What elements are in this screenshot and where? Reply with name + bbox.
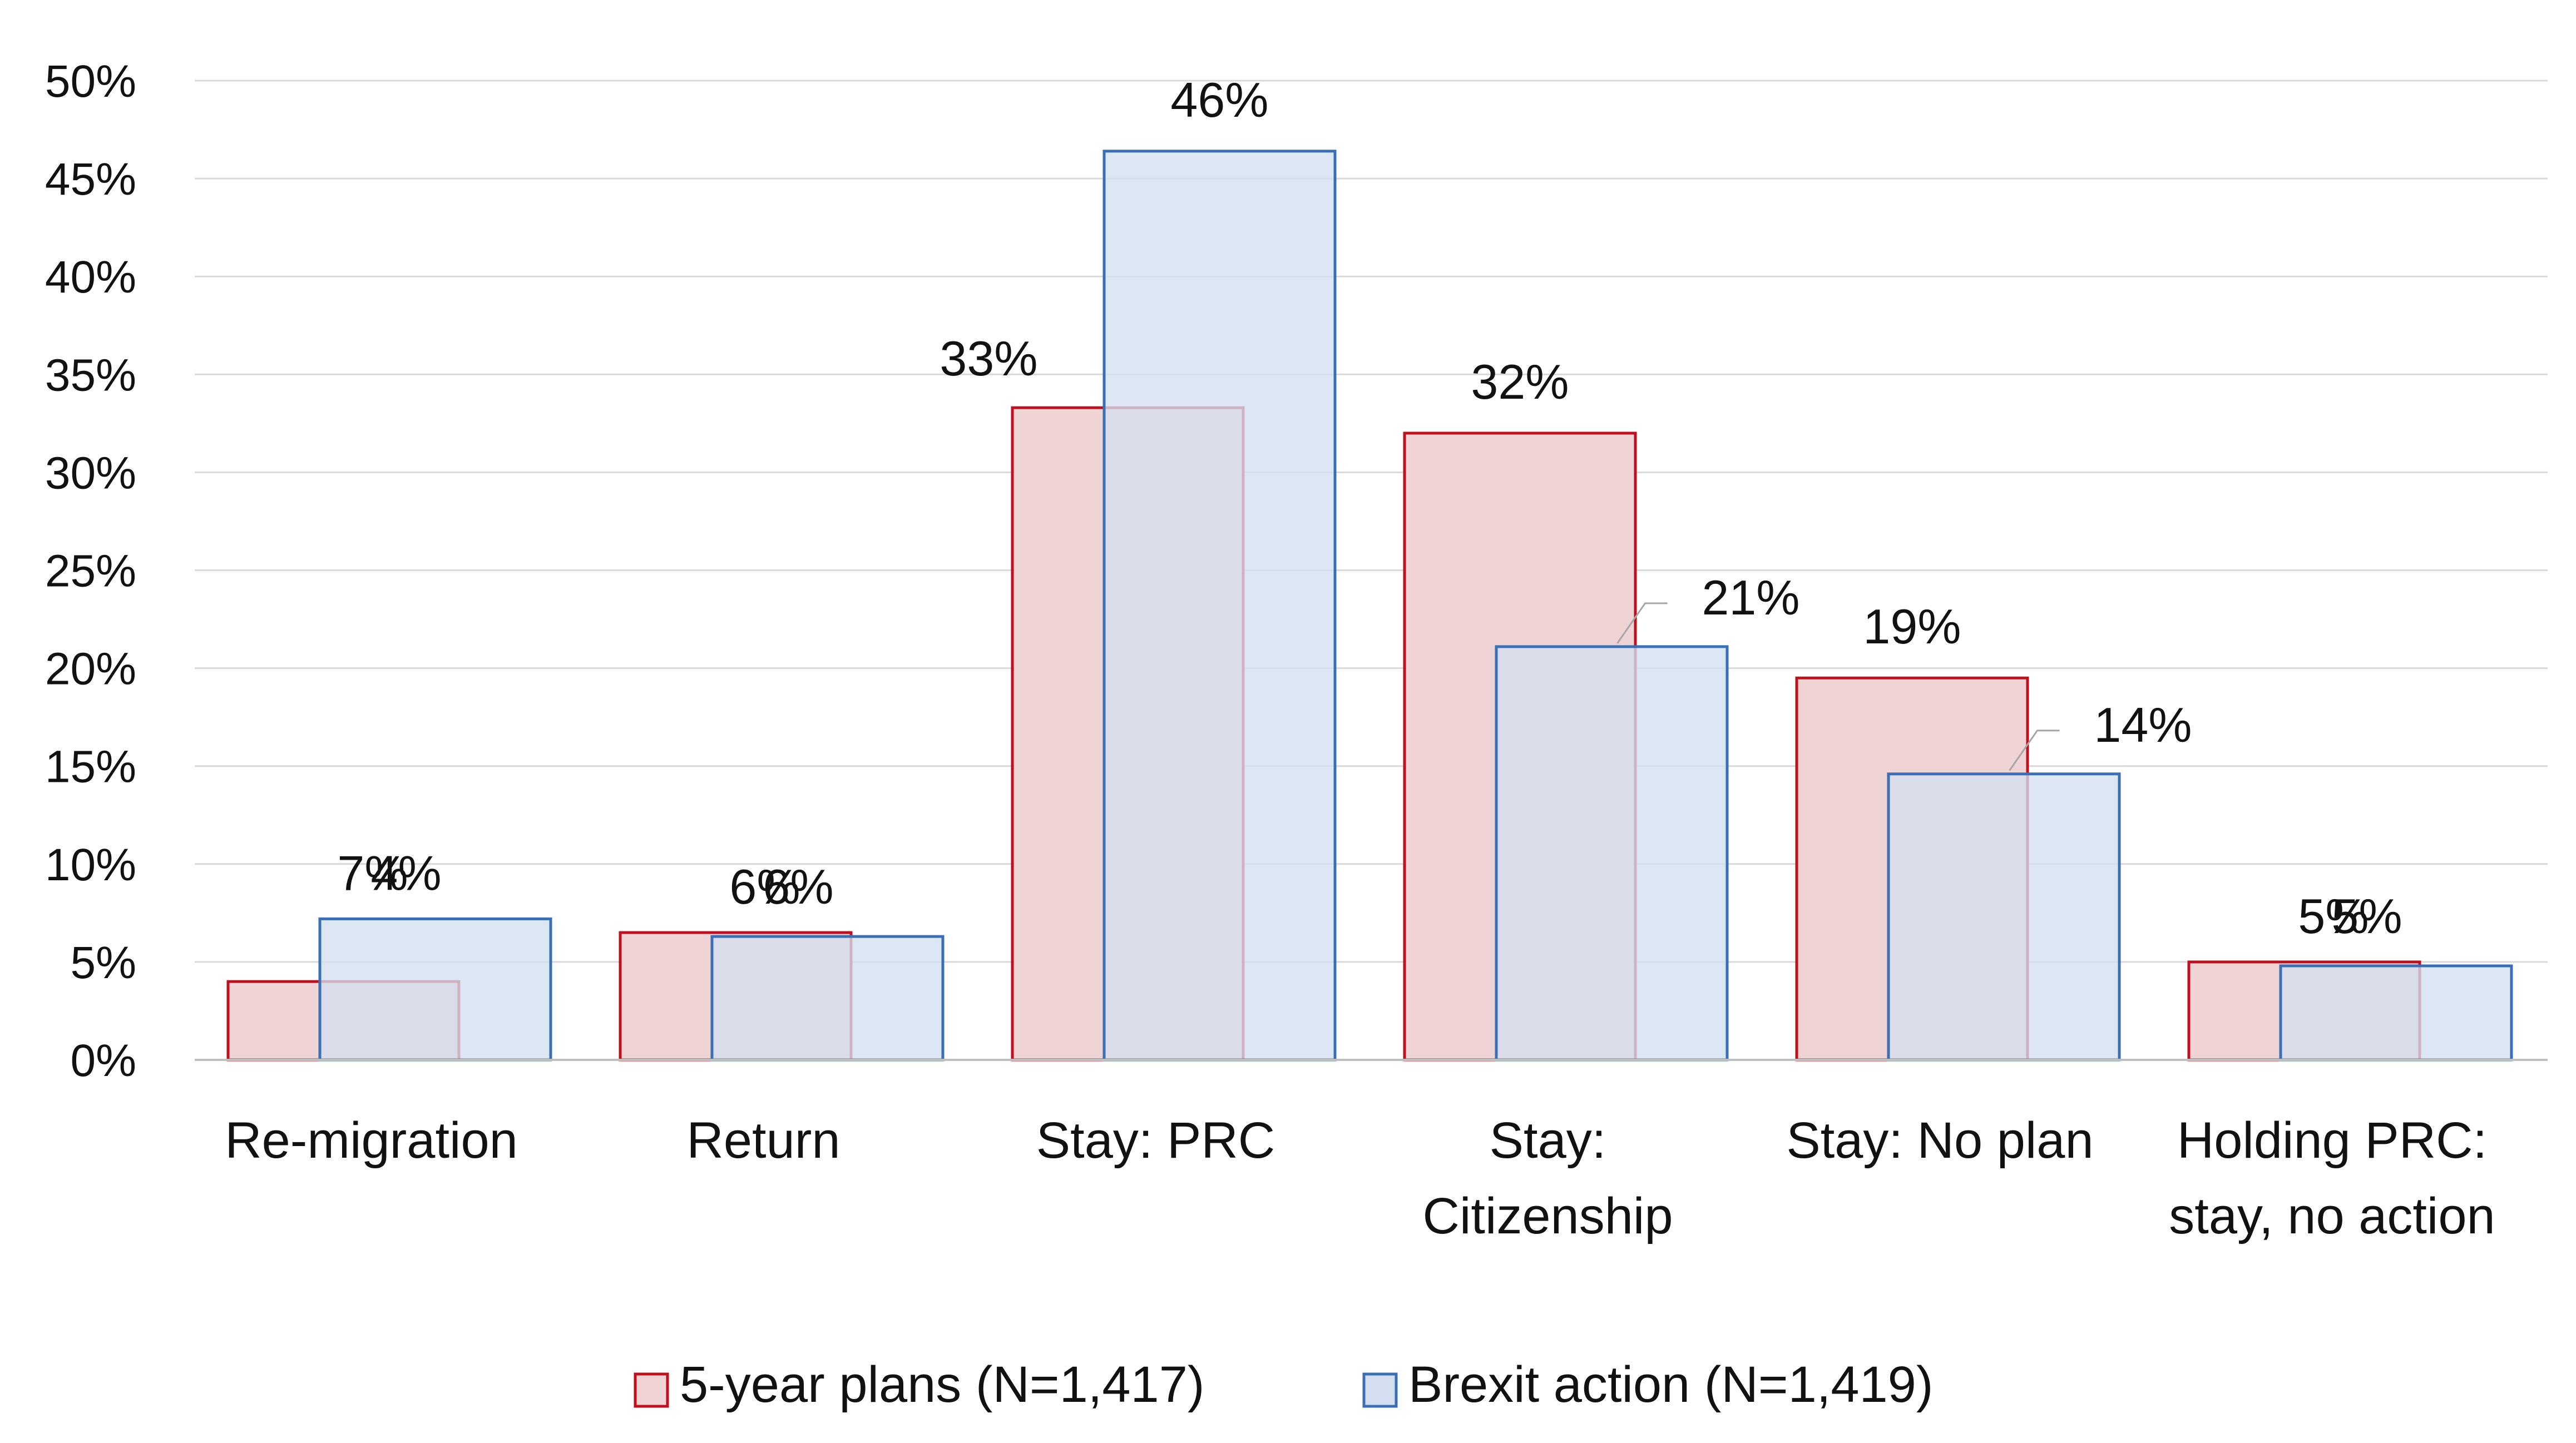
label-leader-line bbox=[2009, 730, 2060, 771]
y-tick-label: 10% bbox=[45, 840, 136, 890]
y-tick-label: 0% bbox=[70, 1035, 136, 1086]
legend-swatch bbox=[1362, 1372, 1398, 1408]
data-label: 6% bbox=[729, 859, 800, 914]
data-label: 5% bbox=[2331, 889, 2402, 944]
y-tick-label: 20% bbox=[45, 644, 136, 695]
data-label: 21% bbox=[1702, 570, 1799, 625]
bar-brexit-action bbox=[1102, 150, 1337, 1062]
y-tick-label: 5% bbox=[70, 938, 136, 988]
y-tick-label: 35% bbox=[45, 350, 136, 400]
bar-brexit-action bbox=[1887, 772, 2121, 1062]
legend-label: Brexit action (N=1,419) bbox=[1408, 1356, 1933, 1413]
bar-brexit-action bbox=[1495, 645, 1729, 1062]
y-tick-label: 40% bbox=[45, 252, 136, 303]
y-tick-label: 50% bbox=[45, 56, 136, 107]
x-category-label: Stay: PRC bbox=[1036, 1112, 1275, 1169]
data-label: 4% bbox=[370, 845, 441, 900]
legend-item-brexit-action: Brexit action (N=1,419) bbox=[1362, 1356, 1933, 1413]
x-category-label: Return bbox=[686, 1112, 840, 1169]
x-category-label: Re-migration bbox=[225, 1112, 518, 1169]
category-labels: Re-migration Return Stay: PRC Stay: Citizens… bbox=[225, 1112, 2495, 1244]
data-label: 32% bbox=[1471, 354, 1569, 409]
bars bbox=[226, 150, 2513, 1062]
y-axis-ticks: 0% 5% 10% 15% 20% 25% 30% 35% 40% 45% 50% bbox=[45, 56, 136, 1086]
y-tick-label: 25% bbox=[45, 546, 136, 597]
bar-brexit-action bbox=[2279, 964, 2513, 1062]
gridlines bbox=[195, 80, 2548, 963]
x-category-label: Holding PRC: stay, no action bbox=[2169, 1112, 2495, 1244]
data-label: 19% bbox=[1863, 599, 1961, 654]
legend: 5-year plans (N=1,417) Brexit action (N=1… bbox=[634, 1356, 1933, 1413]
y-tick-label: 15% bbox=[45, 742, 136, 792]
x-category-label: Stay: No plan bbox=[1786, 1112, 2093, 1169]
data-label: 7% bbox=[337, 845, 408, 900]
data-label: 6% bbox=[763, 859, 833, 914]
legend-label: 5-year plans (N=1,417) bbox=[680, 1356, 1205, 1413]
y-tick-label: 30% bbox=[45, 448, 136, 498]
bar-brexit-action bbox=[710, 935, 945, 1062]
y-tick-label: 45% bbox=[45, 154, 136, 205]
data-label: 14% bbox=[2094, 697, 2192, 752]
bar-brexit-action bbox=[318, 917, 552, 1062]
data-label: 46% bbox=[1170, 72, 1268, 127]
data-label: 33% bbox=[940, 331, 1037, 386]
label-leader-line bbox=[1616, 602, 1668, 644]
data-labels: 4%7% 6%6% 33% 46% 32% 21% 19% 14% 5%5% bbox=[337, 72, 2402, 944]
x-category-label: Stay: Citizenship bbox=[1423, 1112, 1673, 1244]
legend-swatch bbox=[634, 1372, 669, 1408]
legend-item-five-year-plans: 5-year plans (N=1,417) bbox=[634, 1356, 1205, 1413]
data-label: 5% bbox=[2298, 889, 2369, 944]
